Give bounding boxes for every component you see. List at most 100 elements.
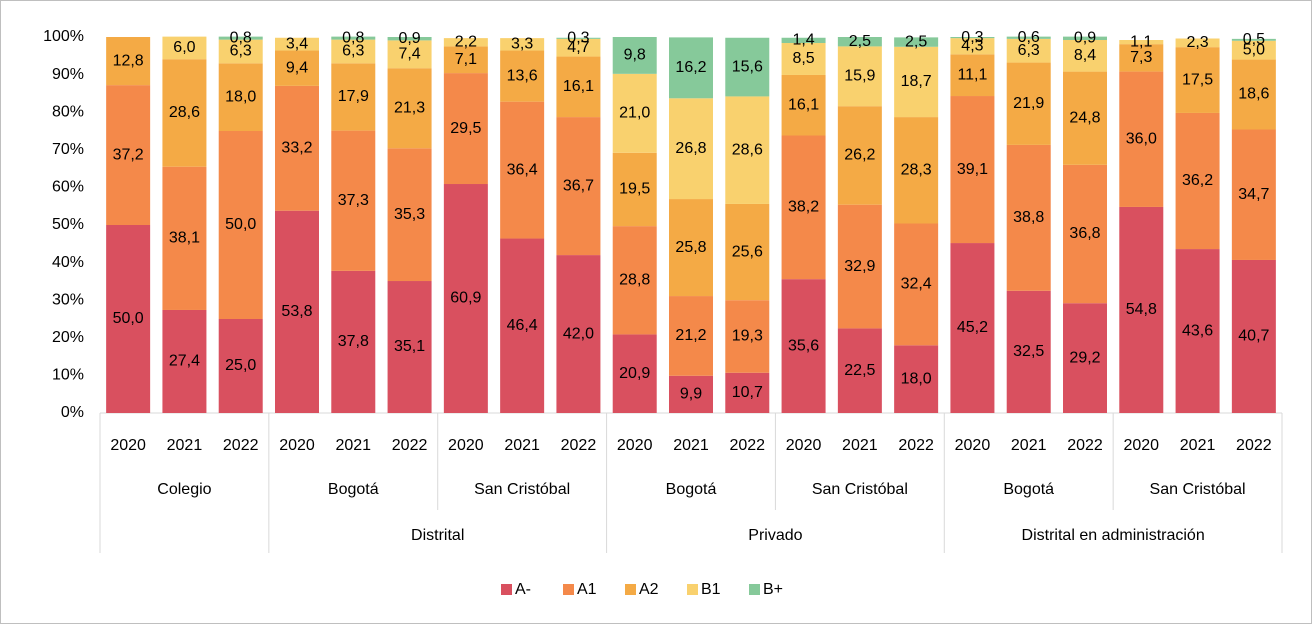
- data-label: 13,6: [507, 67, 538, 84]
- bar-segment: [612, 37, 657, 74]
- data-label: 35,3: [394, 206, 425, 223]
- data-label: 43,6: [1182, 322, 1213, 339]
- data-label: 26,8: [675, 140, 706, 157]
- data-label: 21,9: [1013, 95, 1044, 112]
- data-label: 18,6: [1238, 86, 1269, 103]
- y-tick-label: 100%: [43, 28, 84, 45]
- bar-segment: [387, 37, 432, 41]
- legend-label: A1: [577, 581, 597, 598]
- data-label: 60,9: [450, 290, 481, 307]
- bar-segment: [950, 243, 995, 413]
- y-tick-label: 90%: [52, 66, 84, 83]
- bar-segment: [443, 184, 488, 413]
- data-label: 35,1: [394, 338, 425, 355]
- bar-segment: [1119, 71, 1164, 207]
- y-tick-label: 40%: [52, 254, 84, 271]
- bar-segment: [218, 39, 263, 64]
- bar-segment: [837, 106, 882, 205]
- data-label: 35,6: [788, 337, 819, 354]
- data-label: 40,7: [1238, 328, 1269, 345]
- bar-segment: [837, 204, 882, 329]
- bar-segment: [725, 96, 770, 204]
- bar-segment: [443, 38, 488, 47]
- legend-label: B1: [701, 581, 721, 598]
- data-label: 0,9: [1074, 30, 1096, 47]
- x-tick-label: 2021: [1180, 437, 1216, 454]
- bar-segment: [1175, 249, 1220, 413]
- data-label: 18,0: [901, 370, 932, 387]
- bar-segment: [275, 210, 319, 413]
- bar-segment: [669, 37, 713, 99]
- data-label: 25,6: [732, 243, 763, 260]
- bar-segment: [1175, 112, 1220, 250]
- bar-segment: [950, 96, 995, 244]
- bar-segment: [950, 38, 995, 55]
- bar-segment: [275, 37, 319, 51]
- data-label: 15,9: [844, 68, 875, 85]
- data-label: 37,3: [338, 192, 369, 209]
- x-tick-label: 2022: [729, 437, 765, 454]
- subgroup-label: Colegio: [157, 481, 211, 498]
- data-label: 0,6: [1018, 29, 1040, 46]
- data-label: 6,3: [1018, 42, 1040, 59]
- y-tick-label: 50%: [52, 216, 84, 233]
- data-label: 2,5: [905, 33, 927, 50]
- bar-segment: [331, 36, 376, 40]
- data-label: 15,6: [732, 58, 763, 75]
- x-tick-label: 2021: [842, 437, 878, 454]
- bar-segment: [725, 203, 770, 301]
- data-label: 19,3: [732, 328, 763, 345]
- subgroup-label: San Cristóbal: [812, 481, 908, 498]
- bar-segment: [837, 328, 882, 413]
- bar-segment: [1119, 44, 1164, 72]
- bar-segment: [669, 296, 713, 376]
- y-tick-label: 80%: [52, 103, 84, 120]
- y-tick-label: 70%: [52, 141, 84, 158]
- data-label: 28,6: [732, 141, 763, 158]
- subgroup-label: San Cristóbal: [474, 481, 570, 498]
- legend-label: B+: [763, 581, 783, 598]
- bar-segment: [556, 37, 601, 39]
- bar-segment: [612, 226, 657, 335]
- data-label: 50,0: [113, 310, 144, 327]
- x-tick-label: 2020: [110, 437, 146, 454]
- bar-segment: [218, 131, 263, 319]
- x-tick-label: 2021: [335, 437, 371, 454]
- data-label: 0,5: [1243, 31, 1265, 48]
- data-label: 36,2: [1182, 172, 1213, 189]
- data-label: 18,7: [901, 73, 932, 90]
- bar-segment: [894, 117, 939, 224]
- data-label: 45,2: [957, 319, 988, 336]
- bar-segment: [1231, 259, 1276, 413]
- y-tick-label: 60%: [52, 179, 84, 196]
- bar-segment: [1175, 38, 1220, 48]
- bar-segment: [781, 43, 826, 75]
- data-label: 1,4: [792, 32, 814, 49]
- x-tick-label: 2022: [392, 437, 428, 454]
- bar-segment: [781, 135, 826, 280]
- bar-segment: [387, 281, 432, 413]
- data-label: 29,5: [450, 120, 481, 137]
- bar-segment: [218, 319, 263, 413]
- data-label: 18,0: [225, 88, 256, 105]
- bar-segment: [837, 46, 882, 107]
- bar-segment: [556, 255, 601, 413]
- x-tick-label: 2020: [1123, 437, 1159, 454]
- bar-segment: [162, 166, 207, 310]
- bar-segment: [1063, 71, 1107, 165]
- bar-segment: [331, 270, 376, 413]
- bar-segment: [894, 223, 939, 346]
- data-label: 6,0: [173, 39, 195, 56]
- data-label: 2,2: [455, 33, 477, 50]
- group-label: Distrital: [411, 527, 464, 544]
- data-label: 22,5: [844, 362, 875, 379]
- bar-segment: [894, 345, 939, 413]
- data-label: 24,8: [1069, 109, 1100, 126]
- x-tick-label: 2022: [1067, 437, 1103, 454]
- y-tick-label: 10%: [52, 367, 84, 384]
- x-tick-label: 2021: [167, 437, 203, 454]
- bar-segment: [725, 37, 770, 97]
- x-tick-label: 2022: [898, 437, 934, 454]
- x-tick-label: 2021: [1011, 437, 1047, 454]
